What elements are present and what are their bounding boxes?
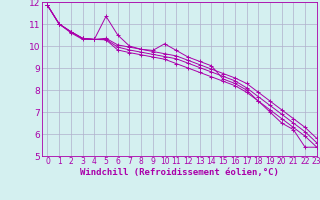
- X-axis label: Windchill (Refroidissement éolien,°C): Windchill (Refroidissement éolien,°C): [80, 168, 279, 177]
